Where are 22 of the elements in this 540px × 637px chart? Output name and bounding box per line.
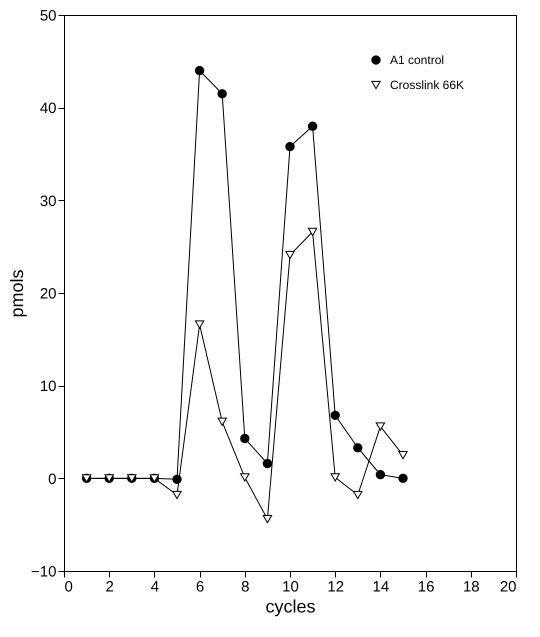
y-tick-label: 40 [40, 100, 56, 118]
x-tick-label: 2 [106, 578, 114, 596]
legend-label: A1 control [390, 53, 444, 67]
y-tick-label: 50 [40, 8, 56, 24]
y-tick-label: 30 [40, 192, 56, 210]
x-tick-label: 6 [196, 578, 204, 596]
x-tick-label: 0 [64, 578, 73, 596]
x-tick-label: 4 [150, 578, 160, 596]
y-tick-label: −10 [31, 564, 56, 580]
y-tick-label: 10 [40, 378, 56, 396]
y-tick-label: 0 [48, 470, 56, 488]
x-tick-label: 18 [462, 578, 480, 596]
x-tick-label: 20 [500, 578, 516, 596]
legend-label: Crosslink 66K [390, 78, 464, 92]
x-axis-title: cycles [265, 596, 316, 616]
x-tick-label: 16 [418, 578, 434, 596]
x-tick-label: 10 [282, 578, 299, 596]
x-tick-label: 14 [372, 578, 390, 596]
x-tick-label: 8 [241, 578, 250, 596]
y-tick-label: 20 [40, 286, 56, 302]
x-tick-label: 12 [327, 578, 344, 596]
y-axis-title: pmols [7, 269, 28, 318]
